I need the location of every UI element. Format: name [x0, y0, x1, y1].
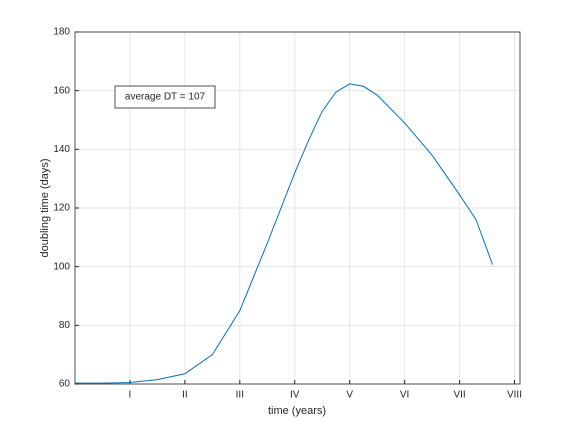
axes-box: [74, 31, 521, 385]
line: [75, 83, 494, 384]
y-axis-label: doubling time (days): [39, 158, 51, 257]
annotation-box: [114, 85, 216, 109]
x-tick-label: V: [346, 390, 353, 401]
y-tick-label: 100: [53, 261, 70, 272]
x-tick-label: VIII: [507, 390, 522, 401]
x-tick-label: II: [182, 390, 188, 401]
x-tick-label: VI: [400, 390, 409, 401]
y-tick-label: 120: [53, 203, 70, 214]
y-tick-label: 80: [59, 320, 71, 331]
x-tick-label: IV: [290, 390, 300, 401]
annotation: average DT = 107: [125, 92, 206, 103]
x-tick-label: III: [236, 390, 244, 401]
x-axis-label: time (years): [268, 405, 326, 417]
y-tick-label: 180: [53, 27, 70, 38]
x-tick-label: I: [129, 390, 132, 401]
x-tick-label: VII: [453, 390, 465, 401]
y-tick-label: 160: [53, 85, 70, 96]
y-tick-label: 60: [59, 379, 71, 390]
y-tick-label: 140: [53, 144, 70, 155]
